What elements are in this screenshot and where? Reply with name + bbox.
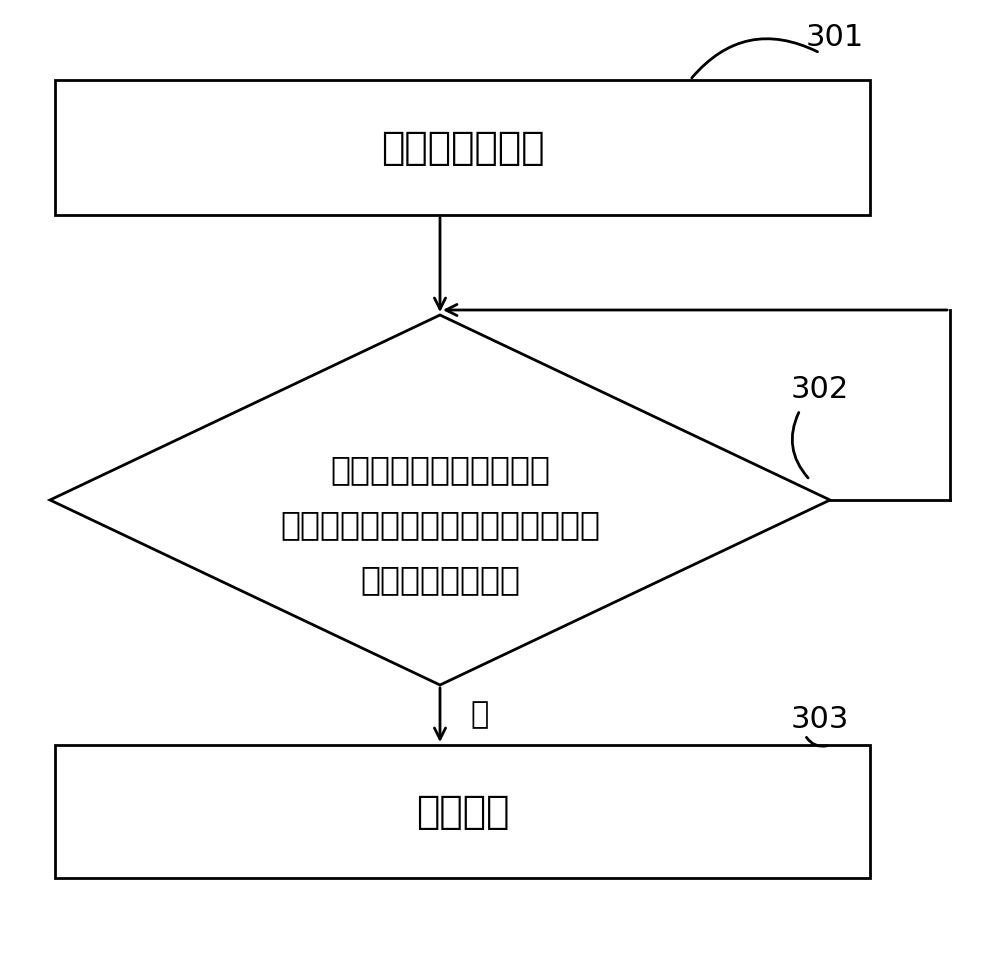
Polygon shape (50, 315, 830, 685)
Text: 否: 否 (470, 701, 488, 730)
Polygon shape (55, 745, 870, 878)
Polygon shape (55, 80, 870, 215)
Text: 提供一个鳍结构: 提供一个鳍结构 (381, 128, 544, 167)
Text: 对鳍结构的顶部执行原子: 对鳍结构的顶部执行原子 (330, 453, 550, 487)
Text: 停止刻蚀: 停止刻蚀 (416, 792, 509, 831)
Text: 301: 301 (806, 23, 864, 52)
Text: 是否再次进行刻蚀: 是否再次进行刻蚀 (360, 564, 520, 597)
Text: 层刻蚀，并根据鳍结构的刻蚀量确定: 层刻蚀，并根据鳍结构的刻蚀量确定 (280, 508, 600, 542)
Text: 302: 302 (791, 376, 849, 405)
Text: 303: 303 (791, 706, 849, 735)
